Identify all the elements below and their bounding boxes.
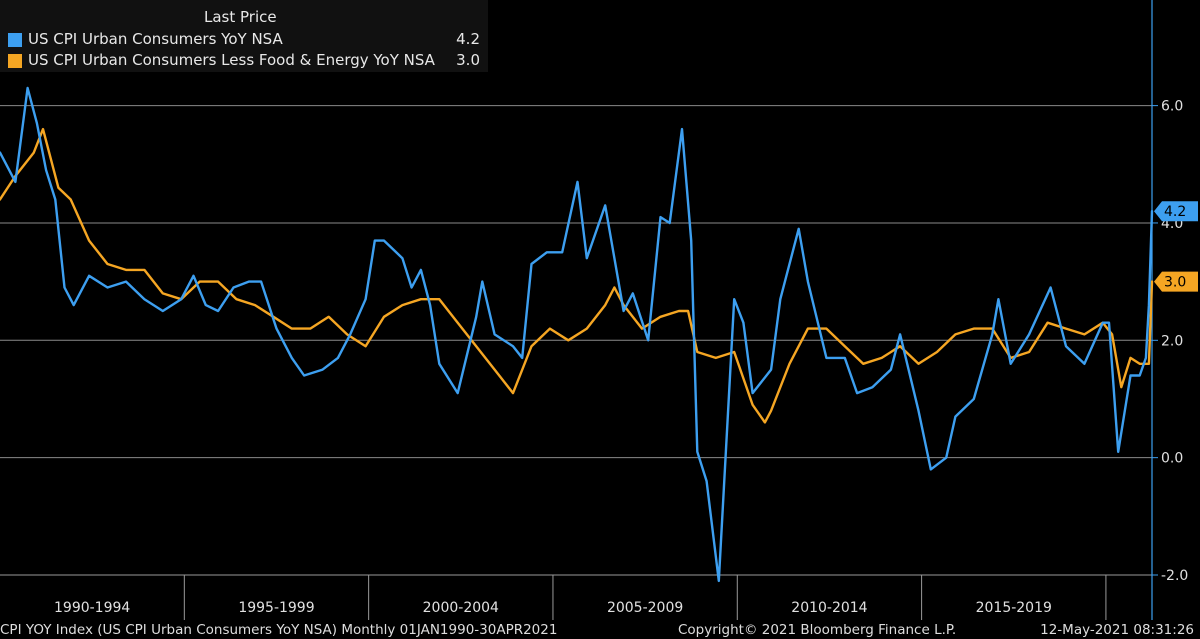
y-axis: -2.00.02.04.06.0 [1151,0,1188,620]
last-value-tags: 4.2 3.0 [1154,201,1198,292]
x-axis: 1990-1994 1995-1999 2000-2004 2005-2009 2010… [0,574,1152,620]
legend-label-cpi: US CPI Urban Consumers YoY NSA [28,30,283,48]
legend-item-cpi: US CPI Urban Consumers YoY NSA 4.2 [8,30,482,48]
last-value-tag-bg-0 [1154,201,1198,222]
legend-swatch-core-cpi [8,54,22,68]
y-tick-label-4: 6.0 [1161,99,1183,115]
legend-value-core-cpi: 3.0 [456,51,480,69]
legend-label-core-cpi: US CPI Urban Consumers Less Food & Energ… [28,51,435,69]
series-line-0 [0,86,1154,583]
gridlines [0,105,1152,576]
x-period-label-4: 2010-2014 [791,600,867,616]
footer: CPI YOY Index (US CPI Urban Consumers Yo… [0,620,1200,639]
y-tick-label-1: 0.0 [1161,451,1183,467]
last-value-tag-bg-1 [1154,271,1198,292]
footer-copyright: Copyright© 2021 Bloomberg Finance L.P. [678,622,957,638]
y-tick-label-0: -2.0 [1161,568,1188,584]
series-line-1 [0,127,1154,424]
last-value-tag-1: 3.0 [1154,271,1198,292]
last-value-tag-0: 4.2 [1154,201,1198,222]
x-period-label-5: 2015-2019 [976,600,1052,616]
x-period-label-1: 1995-1999 [238,600,314,616]
last-value-tag-label-0: 4.2 [1164,204,1186,220]
legend-header: Last Price [204,8,277,26]
legend-value-cpi: 4.2 [456,30,480,48]
chart: 1990-1994 1995-1999 2000-2004 2005-2009 2010… [0,0,1198,620]
last-value-tag-label-1: 3.0 [1164,275,1186,291]
footer-timestamp: 12-May-2021 08:31:26 [1040,622,1194,638]
x-period-label-3: 2005-2009 [607,600,683,616]
y-tick-label-2: 2.0 [1161,333,1183,349]
x-period-label-0: 1990-1994 [54,600,130,616]
footer-index-info: CPI YOY Index (US CPI Urban Consumers Yo… [0,622,558,638]
legend-swatch-cpi [8,33,22,47]
series-lines [0,86,1154,583]
legend-item-core-cpi: US CPI Urban Consumers Less Food & Energ… [8,51,482,69]
x-period-label-2: 2000-2004 [423,600,499,616]
legend: Last Price US CPI Urban Consumers YoY NS… [0,0,488,72]
